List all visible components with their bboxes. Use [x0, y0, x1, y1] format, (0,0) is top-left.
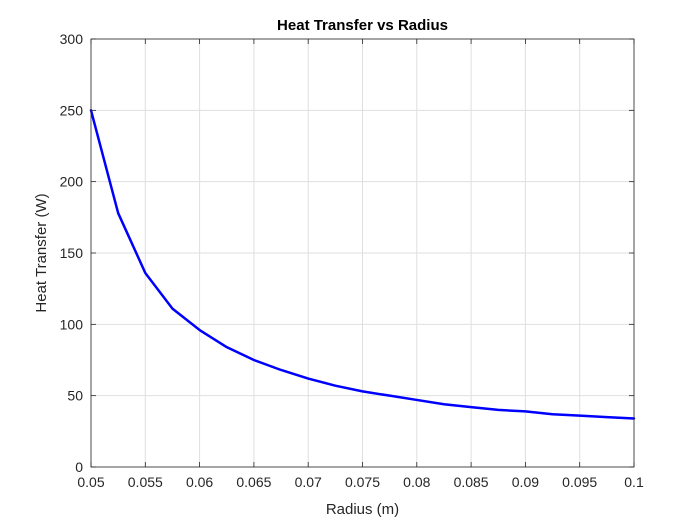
y-tick-label: 200: [60, 174, 84, 190]
x-tick-label: 0.09: [512, 474, 539, 490]
y-tick-label: 50: [67, 388, 83, 404]
y-tick-label: 300: [60, 31, 84, 47]
y-tick-label: 0: [75, 459, 83, 475]
x-axis-label: Radius (m): [326, 501, 399, 518]
y-tick-label: 250: [60, 102, 84, 118]
x-tick-label: 0.065: [236, 474, 271, 490]
x-tick-label: 0.095: [562, 474, 597, 490]
y-axis-label: Heat Transfer (W): [33, 193, 50, 312]
x-tick-label: 0.08: [403, 474, 430, 490]
series-layer: [89, 109, 636, 420]
x-tick-label: 0.075: [345, 474, 380, 490]
y-tick-label: 150: [60, 245, 84, 261]
y-tick-label: 100: [60, 316, 84, 332]
x-tick-label: 0.085: [454, 474, 489, 490]
series-line-0: [89, 109, 636, 420]
axis-ticks: 0.05 0.055 0.06 0.065 0.07 0.075 0.08 0.085 0.09…: [60, 31, 644, 490]
chart-title: Heat Transfer vs Radius: [277, 17, 448, 34]
x-tick-label: 0.055: [128, 474, 163, 490]
x-tick-label: 0.06: [186, 474, 213, 490]
x-tick-label: 0.07: [295, 474, 322, 490]
x-tick-label: 0.05: [77, 474, 104, 490]
x-tick-label: 0.1: [624, 474, 644, 490]
